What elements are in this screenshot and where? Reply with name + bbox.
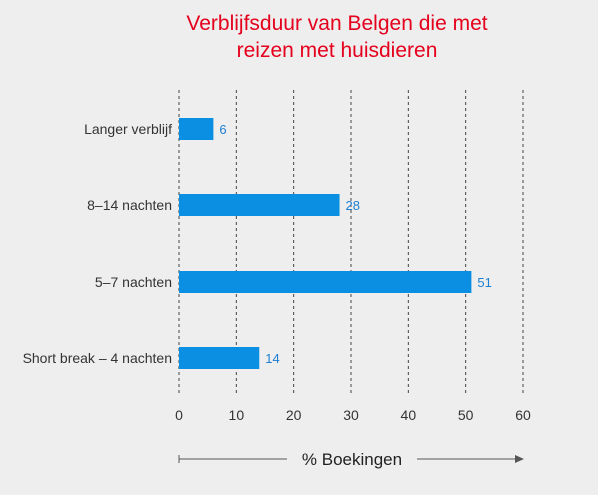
chart-title-line-1: Verblijfsduur van Belgen die met [186, 12, 488, 35]
bar-8-14-nachten [179, 194, 340, 216]
bar-short-break-4-nachten [179, 347, 260, 369]
bar-5-7-nachten [179, 271, 472, 293]
chart-title-line-2: reizen met huisdieren [236, 39, 438, 62]
grid-lines [178, 90, 524, 395]
category-label-5-7-nachten: 5–7 nachten [95, 274, 172, 290]
value-label-8-14-nachten: 28 [346, 198, 360, 213]
value-label-5-7-nachten: 51 [477, 275, 491, 290]
bar-langer-verblijf [179, 118, 214, 140]
chart-title: Verblijfsduur van Belgen die met reizen … [0, 10, 598, 64]
x-tick-40: 40 [401, 407, 417, 423]
bars: Langer verblijf 6 8–14 nachten 28 5–7 nachte… [23, 118, 492, 369]
x-tick-50: 50 [458, 407, 474, 423]
x-axis-label-group: % Boekingen [178, 450, 524, 469]
x-tick-labels: 0 10 20 30 40 50 60 [175, 407, 531, 423]
x-tick-10: 10 [229, 407, 245, 423]
x-tick-20: 20 [286, 407, 302, 423]
x-tick-30: 30 [343, 407, 359, 423]
x-axis-arrow-head [515, 455, 524, 463]
category-label-8-14-nachten: 8–14 nachten [87, 197, 172, 213]
x-tick-0: 0 [175, 407, 183, 423]
value-label-short-break-4-nachten: 14 [265, 351, 279, 366]
category-label-langer-verblijf: Langer verblijf [84, 121, 172, 137]
category-label-short-break-4-nachten: Short break – 4 nachten [23, 350, 172, 366]
x-axis-label: % Boekingen [302, 450, 402, 469]
x-tick-60: 60 [515, 407, 531, 423]
value-label-langer-verblijf: 6 [219, 122, 226, 137]
